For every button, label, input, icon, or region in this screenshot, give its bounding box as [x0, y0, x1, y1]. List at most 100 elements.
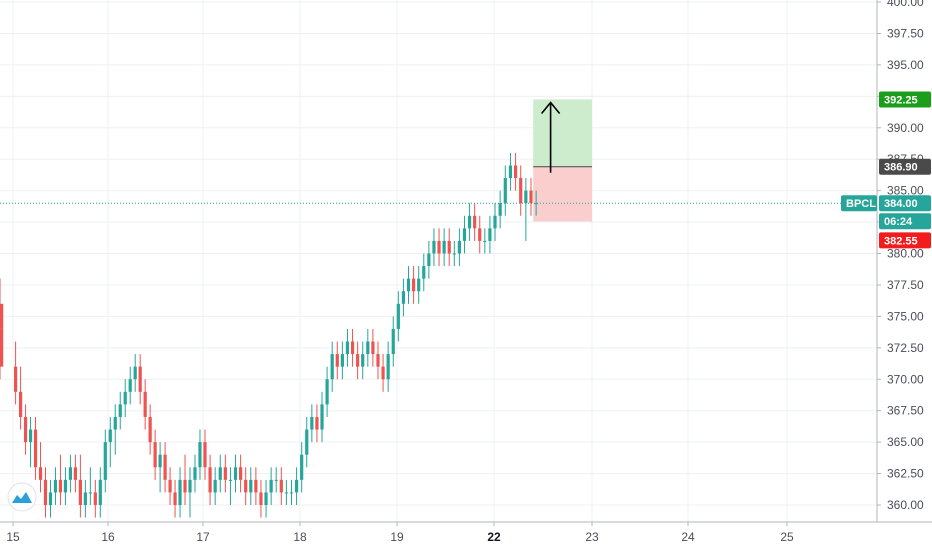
- candle: [529, 178, 533, 216]
- candle: [38, 442, 43, 493]
- stop-price-tag: 382.55: [879, 232, 931, 249]
- candle: [259, 479, 263, 518]
- candle: [305, 416, 309, 468]
- candle: [244, 467, 248, 505]
- price-tags: 392.25 386.90 BPCL 384.00 06:24 382.55: [841, 91, 931, 249]
- candle: [228, 467, 233, 505]
- long-position-tool[interactable]: [533, 99, 592, 222]
- candle: [300, 442, 304, 493]
- candle: [396, 291, 400, 342]
- candle: [345, 328, 350, 367]
- price-tick-label: 390.00: [887, 121, 924, 135]
- candle: [508, 152, 513, 191]
- grid: [0, 0, 877, 522]
- candle: [0, 278, 4, 342]
- candle: [23, 404, 28, 455]
- candle: [239, 454, 243, 493]
- candle: [133, 354, 137, 392]
- candle: [249, 467, 253, 505]
- candle: [447, 228, 451, 267]
- candle: [158, 442, 162, 493]
- candle: [83, 479, 87, 518]
- candle: [0, 303, 4, 355]
- candle: [406, 266, 411, 304]
- candle: [223, 454, 227, 493]
- candle: [473, 203, 477, 241]
- candle: [534, 190, 538, 216]
- candle: [203, 429, 207, 480]
- price-tick-label: 395.00: [887, 58, 924, 72]
- price-tick-label: 367.50: [887, 404, 924, 418]
- price-tick-label: 380.00: [887, 247, 924, 261]
- candle: [183, 454, 187, 505]
- candle: [401, 278, 406, 317]
- candle: [483, 228, 487, 254]
- price-tick-label: 397.50: [887, 26, 924, 40]
- candle: [411, 266, 416, 304]
- price-tick-label: 365.00: [887, 435, 924, 449]
- candle: [350, 328, 355, 367]
- candle: [163, 442, 167, 493]
- candle: [148, 404, 152, 455]
- trade-arrow[interactable]: [540, 101, 561, 173]
- candle: [335, 341, 339, 380]
- price-tick-label: 372.50: [887, 341, 924, 355]
- candle: [427, 240, 431, 279]
- candle: [315, 404, 319, 443]
- candle: [254, 467, 258, 505]
- time-tick-label: 22: [487, 530, 501, 544]
- price-tick-label: 362.50: [887, 467, 924, 481]
- candle: [442, 228, 446, 267]
- candle: [168, 467, 172, 505]
- candle: [371, 328, 375, 367]
- target-price-label: 392.25: [884, 94, 918, 106]
- tradingview-logo-button[interactable]: [7, 482, 37, 512]
- candle: [279, 467, 283, 505]
- candle: [467, 203, 472, 241]
- candle: [68, 454, 73, 493]
- candle: [330, 341, 334, 392]
- candle: [218, 454, 222, 493]
- entry-price-label: 386.90: [884, 162, 918, 174]
- price-tick-label: 385.00: [887, 184, 924, 198]
- candle: [128, 366, 132, 405]
- candle: [108, 416, 112, 468]
- candle: [0, 316, 4, 380]
- candle: [13, 341, 18, 405]
- time-tick-label: 15: [6, 530, 20, 544]
- candle: [457, 228, 461, 267]
- candle: [524, 178, 528, 241]
- candle: [58, 454, 63, 505]
- candle: [198, 429, 202, 480]
- time-tick-label: 19: [390, 530, 404, 544]
- candle: [53, 467, 58, 505]
- price-tick-label: 375.00: [887, 309, 924, 323]
- cloud-icon: [12, 492, 32, 503]
- candle: [361, 341, 365, 380]
- candle: [98, 467, 102, 518]
- price-tick-label: 377.50: [887, 278, 924, 292]
- candle: [93, 479, 97, 518]
- candle: [63, 467, 68, 505]
- arrow-head[interactable]: [540, 101, 561, 114]
- candle: [437, 228, 441, 267]
- price-axis[interactable]: 360.00 362.50 365.00 367.50 370.00 372.50 375.…: [877, 0, 924, 512]
- candle: [138, 354, 142, 405]
- candle: [178, 467, 182, 518]
- time-axis[interactable]: 15 16 17 18 19 22 23 24 25: [6, 522, 794, 544]
- time-tick-label: 18: [293, 530, 307, 544]
- time-tick-label: 16: [101, 530, 115, 544]
- candle: [173, 479, 177, 518]
- stop-price-label: 382.55: [884, 235, 918, 247]
- stop-zone[interactable]: [533, 166, 592, 222]
- candle: [274, 467, 278, 493]
- countdown-tag: 06:24: [879, 213, 931, 230]
- candle: [78, 454, 82, 518]
- candle: [391, 316, 395, 367]
- candle: [376, 341, 380, 380]
- bar-countdown-label: 06:24: [884, 216, 913, 228]
- candle: [325, 366, 329, 417]
- target-zone[interactable]: [533, 99, 592, 167]
- candle: [113, 404, 117, 455]
